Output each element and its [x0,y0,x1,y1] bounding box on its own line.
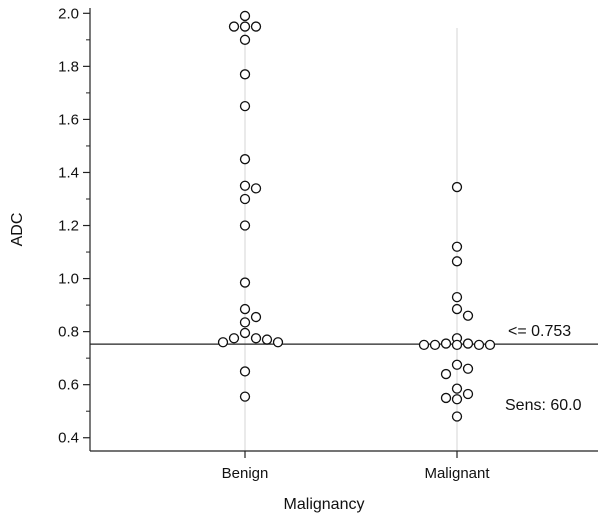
data-point-malignant [462,388,474,400]
y-tick-label: 1.8 [58,58,79,75]
data-point-malignant [451,339,463,351]
cutoff-label: <= 0.753 [508,323,571,340]
data-point-benign [272,337,284,348]
data-point-malignant [451,303,463,315]
data-point-benign [239,21,251,32]
data-point-benign [239,34,251,45]
data-point-benign [239,154,251,165]
y-tick-label: 0.4 [58,430,79,447]
data-point-benign [239,391,251,402]
data-point-benign [239,327,251,339]
x-tick-label-benign: Benign [222,465,269,482]
data-point-benign [250,333,262,344]
data-point-benign [239,193,251,205]
data-point-malignant [451,359,463,370]
y-tick-label: 1.2 [58,218,79,235]
data-point-malignant [484,339,496,351]
data-point-benign [250,311,262,323]
data-points [217,10,496,422]
y-tick-label: 1.4 [58,164,79,181]
y-tick-label: 1.0 [58,271,79,288]
data-point-benign [239,366,251,377]
data-point-malignant [473,339,485,351]
data-point-benign [228,333,240,344]
data-point-benign [239,100,251,112]
data-point-malignant [462,338,474,349]
data-point-malignant [418,339,430,351]
data-point-benign [239,277,251,288]
data-point-malignant [429,339,441,351]
y-axis-title: ADC [9,213,26,247]
data-point-malignant [440,368,452,380]
x-axis-title: Malignancy [284,496,365,513]
data-point-malignant [451,291,463,303]
data-point-benign [250,21,262,32]
data-point-malignant [451,241,463,252]
sensitivity-label: Sens: 60.0 [505,397,582,414]
data-point-malignant [462,310,474,321]
data-point-benign [239,220,251,231]
y-axis-ticks: 0.4 0.6 0.8 1.0 1.2 1.4 1.6 1.8 2.0 [58,5,90,447]
grid-lines [244,28,458,451]
data-point-benign [239,10,251,22]
x-axis-ticks: Benign Malignant [222,451,490,482]
data-point-benign [239,180,251,191]
data-point-malignant [451,394,463,405]
y-tick-label: 0.6 [58,377,79,394]
data-point-malignant [451,411,463,422]
axes [89,8,598,452]
data-point-benign [239,69,251,80]
y-tick-label: 2.0 [58,5,79,22]
data-point-malignant [451,256,463,267]
data-point-malignant [451,181,463,193]
data-point-malignant [440,392,452,404]
y-tick-label: 1.6 [58,111,79,128]
data-point-benign [250,183,262,194]
data-point-benign [261,334,273,345]
data-point-benign [228,21,240,32]
data-point-malignant [462,363,474,374]
data-point-benign [239,303,251,315]
data-point-malignant [440,338,452,349]
x-tick-label-malignant: Malignant [424,465,490,482]
y-tick-label: 0.8 [58,324,79,341]
data-point-benign [239,317,251,328]
data-point-benign [217,337,229,348]
data-point-malignant [451,383,463,394]
